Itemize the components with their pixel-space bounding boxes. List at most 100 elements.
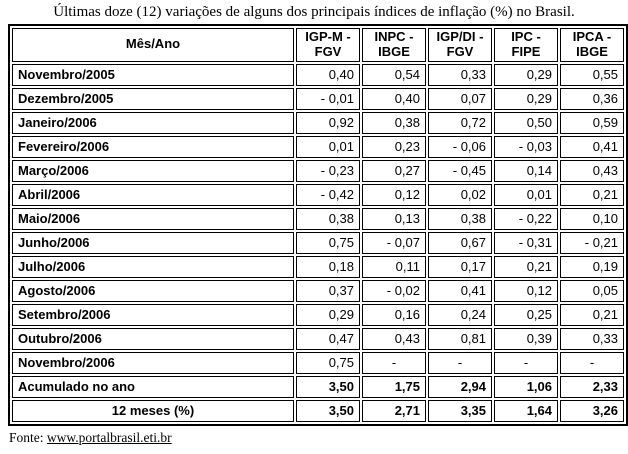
value-cell: 0,29 [494, 87, 558, 110]
value-cell: 2,71 [362, 399, 426, 422]
column-header-line: FIPE [511, 43, 541, 59]
value-cell: 0,05 [560, 279, 624, 302]
value-cell: 0,36 [560, 87, 624, 110]
value-cell: - 0,01 [296, 87, 360, 110]
value-cell: 3,50 [296, 375, 360, 398]
value-cell: - 0,23 [296, 159, 360, 182]
value-cell: 0,21 [494, 255, 558, 278]
value-cell: 1,06 [494, 375, 558, 398]
month-cell: Maio/2006 [12, 207, 294, 230]
summary-label-cell: 12 meses (%) [12, 399, 294, 422]
value-cell: 0,41 [560, 135, 624, 158]
value-cell: 0,33 [428, 63, 492, 86]
table-row: Janeiro/2006 0,92 0,38 0,72 0,50 0,59 [12, 111, 624, 134]
value-cell: 0,67 [428, 231, 492, 254]
value-cell: 0,47 [296, 327, 360, 350]
column-header-line: IBGE [576, 43, 608, 59]
value-cell: 0,54 [362, 63, 426, 86]
table-row: Novembro/2006 0,75- - - - [12, 351, 624, 374]
column-header-line: IPCA - [572, 29, 612, 44]
value-cell: - 0,42 [296, 183, 360, 206]
month-cell: Março/2006 [12, 159, 294, 182]
table-row: Novembro/2005 0,40 0,54 0,33 0,29 0,55 [12, 63, 624, 86]
value-cell: 0,24 [428, 303, 492, 326]
value-cell: 0,75 [296, 231, 360, 254]
value-cell: 0,33 [560, 327, 624, 350]
value-cell: - 0,06 [428, 135, 492, 158]
column-header-line: IGP-M - [305, 29, 351, 44]
value-cell: 0,01 [296, 135, 360, 158]
value-cell: 0,37 [296, 279, 360, 302]
value-cell: 0,07 [428, 87, 492, 110]
value-cell: 0,43 [362, 327, 426, 350]
value-cell: - [362, 351, 426, 374]
value-cell: 0,38 [428, 207, 492, 230]
value-cell: - [560, 351, 624, 374]
value-cell: - [494, 351, 558, 374]
value-cell: 0,41 [428, 279, 492, 302]
value-cell: 0,02 [428, 183, 492, 206]
value-cell: 0,11 [362, 255, 426, 278]
value-cell: 0,12 [494, 279, 558, 302]
month-cell: Novembro/2006 [12, 351, 294, 374]
value-cell: 0,25 [494, 303, 558, 326]
value-cell: 0,10 [560, 207, 624, 230]
value-cell: 0,23 [362, 135, 426, 158]
value-cell: 0,43 [560, 159, 624, 182]
value-cell: 0,72 [428, 111, 492, 134]
value-cell: 0,55 [560, 63, 624, 86]
value-cell: 0,59 [560, 111, 624, 134]
value-cell: 1,64 [494, 399, 558, 422]
column-header-line: INPC - [374, 29, 414, 44]
value-cell: 0,29 [296, 303, 360, 326]
table-row: Setembro/2006 0,29 0,16 0,24 0,25 0,21 [12, 303, 624, 326]
inflation-table: Mês/Ano IGP-M - FGV INPC - IBGE IGP/DI - FG… [8, 24, 628, 426]
column-header-igpm-fgv: IGP-M - FGV [296, 28, 360, 62]
value-cell: - [428, 351, 492, 374]
month-cell: Fevereiro/2006 [12, 135, 294, 158]
summary-label-cell: Acumulado no ano [12, 375, 294, 398]
table-row: Maio/2006 0,38 0,13 0,38- 0,22 0,10 [12, 207, 624, 230]
table-row: 12 meses (%) 3,50 2,71 3,35 1,64 3,26 [12, 399, 624, 422]
value-cell: 0,13 [362, 207, 426, 230]
value-cell: - 0,31 [494, 231, 558, 254]
value-cell: - 0,22 [494, 207, 558, 230]
month-cell: Dezembro/2005 [12, 87, 294, 110]
value-cell: 0,38 [296, 207, 360, 230]
header-row: Mês/Ano IGP-M - FGV INPC - IBGE IGP/DI - FG… [12, 28, 624, 62]
value-cell: 3,26 [560, 399, 624, 422]
value-cell: 0,21 [560, 303, 624, 326]
table-row: Março/2006- 0,23 0,27- 0,45 0,14 0,43 [12, 159, 624, 182]
month-cell: Novembro/2005 [12, 63, 294, 86]
value-cell: 0,50 [494, 111, 558, 134]
value-cell: 0,21 [560, 183, 624, 206]
source-link[interactable]: www.portalbrasil.eti.br [46, 429, 172, 445]
value-cell: 0,40 [296, 63, 360, 86]
table-row: Julho/2006 0,18 0,11 0,17 0,21 0,19 [12, 255, 624, 278]
value-cell: 0,40 [362, 87, 426, 110]
table-row: Abril/2006- 0,42 0,12 0,02 0,01 0,21 [12, 183, 624, 206]
table-row: Agosto/2006 0,37- 0,02 0,41 0,12 0,05 [12, 279, 624, 302]
column-header-ipca-ibge: IPCA - IBGE [560, 28, 624, 62]
column-header-mes-ano: Mês/Ano [12, 28, 294, 62]
value-cell: 0,16 [362, 303, 426, 326]
value-cell: 0,17 [428, 255, 492, 278]
value-cell: 0,27 [362, 159, 426, 182]
table-row: Junho/2006 0,75- 0,07 0,67- 0,31- 0,21 [12, 231, 624, 254]
month-cell: Outubro/2006 [12, 327, 294, 350]
value-cell: - 0,02 [362, 279, 426, 302]
value-cell: 0,38 [362, 111, 426, 134]
value-cell: 0,29 [494, 63, 558, 86]
page-title: Últimas doze (12) variações de alguns do… [53, 4, 575, 20]
value-cell: 0,39 [494, 327, 558, 350]
value-cell: 3,50 [296, 399, 360, 422]
value-cell: - 0,21 [560, 231, 624, 254]
month-cell: Agosto/2006 [12, 279, 294, 302]
value-cell: 0,19 [560, 255, 624, 278]
value-cell: 0,12 [362, 183, 426, 206]
value-cell: 0,75 [296, 351, 360, 374]
column-header-line: FGV [314, 43, 342, 59]
value-cell: 0,81 [428, 327, 492, 350]
month-cell: Junho/2006 [12, 231, 294, 254]
value-cell: 3,35 [428, 399, 492, 422]
